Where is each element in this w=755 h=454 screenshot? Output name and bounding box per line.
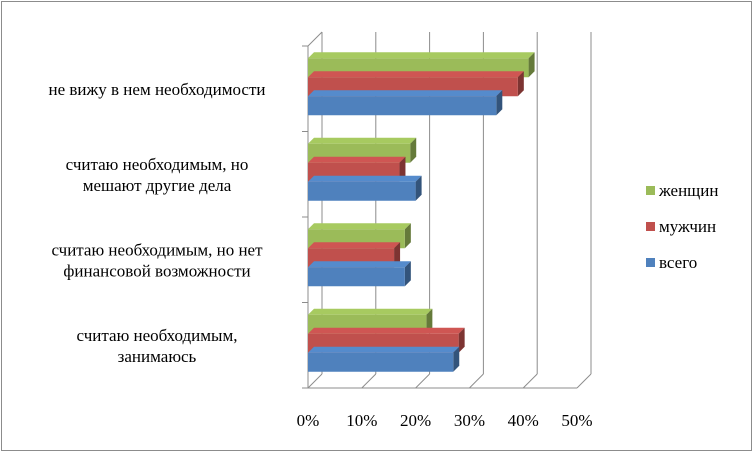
floor-line: [522, 373, 538, 389]
x-tick-label: 10%: [346, 411, 377, 430]
bar-top: [308, 52, 535, 59]
bar-side: [426, 308, 433, 334]
bar-top: [308, 261, 411, 268]
legend-swatch: [646, 186, 655, 195]
legend-swatch: [646, 258, 655, 267]
bar-top: [308, 71, 524, 78]
bar-top: [308, 175, 422, 182]
bar-side: [453, 346, 460, 372]
bar-top: [308, 308, 433, 315]
legend-label: всего: [659, 253, 697, 272]
bar-top: [308, 156, 406, 163]
bar-side: [399, 156, 406, 182]
category-label: считаю необходимым, но: [66, 155, 249, 174]
floor-line: [361, 373, 377, 389]
bar-front: [308, 96, 497, 116]
legend-label: женщин: [658, 181, 718, 200]
floor-line: [469, 373, 484, 389]
bar-side: [410, 137, 417, 163]
bar-всего: [308, 90, 503, 116]
category-labels: не вижу в нем необходимости считаю необхо…: [49, 80, 266, 366]
bar-side: [496, 90, 503, 116]
axis-depth-top: [307, 31, 323, 47]
floor-line: [576, 373, 592, 389]
x-tick-label: 30%: [454, 411, 485, 430]
x-tick-label: 20%: [400, 411, 431, 430]
x-tick-labels: 0% 10% 20% 30% 40% 50%: [297, 411, 593, 430]
legend: женщин мужчин всего: [646, 181, 718, 272]
bar-всего: [308, 346, 460, 372]
category-label: мешают другие дела: [83, 176, 232, 195]
bar-side: [404, 261, 411, 287]
x-tick-label: 50%: [561, 411, 592, 430]
bar-top: [308, 223, 411, 230]
category-label: считаю необходимым, но нет: [51, 240, 263, 259]
bar-front: [308, 267, 405, 287]
bar-side: [394, 242, 401, 268]
bar-side: [517, 71, 524, 97]
x-tick-label: 40%: [508, 411, 539, 430]
category-label: занимаюсь: [118, 347, 197, 366]
bar-всего: [308, 261, 411, 287]
bar-top: [308, 327, 465, 334]
bar-top: [308, 137, 417, 144]
bar-top: [308, 242, 401, 249]
category-label: финансовой возможности: [63, 261, 250, 280]
floor-line: [307, 373, 323, 389]
bar-side: [404, 223, 411, 249]
floor-line: [415, 373, 430, 389]
bar-front: [308, 181, 416, 201]
legend-label: мужчин: [659, 217, 716, 236]
bar-всего: [308, 175, 422, 201]
legend-swatch: [646, 222, 655, 231]
category-label: не вижу в нем необходимости: [49, 80, 266, 99]
bar-top: [308, 90, 503, 97]
bar-front: [308, 352, 454, 372]
bar-side: [528, 52, 535, 78]
bar-side: [458, 327, 465, 353]
bars: [308, 52, 535, 372]
bar-top: [308, 346, 460, 353]
bar-side: [415, 175, 422, 201]
category-label: считаю необходимым,: [77, 326, 238, 345]
x-tick-label: 0%: [297, 411, 320, 430]
